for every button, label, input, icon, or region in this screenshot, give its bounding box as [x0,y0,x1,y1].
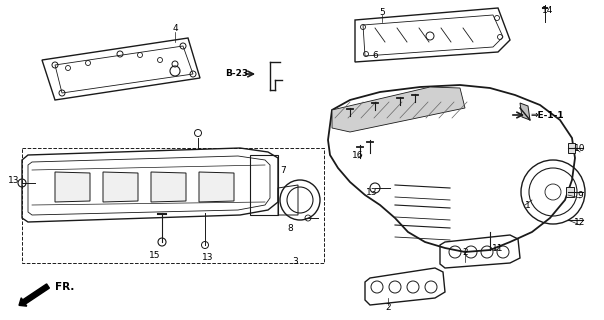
Text: 6: 6 [372,51,378,60]
Bar [22,148,324,263]
Text: 1: 1 [525,201,531,210]
Polygon shape [566,187,574,197]
Text: 10: 10 [574,143,586,153]
Polygon shape [55,172,90,202]
Text: 13: 13 [8,175,20,185]
Polygon shape [103,172,138,202]
Text: ⇒E-1-1: ⇒E-1-1 [530,110,564,119]
Text: 12: 12 [574,218,586,227]
Text: 7: 7 [280,165,286,174]
Polygon shape [199,172,234,202]
Polygon shape [520,103,530,120]
Text: 2: 2 [385,303,391,313]
Polygon shape [332,87,465,132]
Text: 13: 13 [202,252,214,261]
Text: FR.: FR. [55,282,74,292]
Polygon shape [151,172,186,202]
Polygon shape [568,143,575,153]
Text: 3: 3 [292,258,298,267]
Text: B-23: B-23 [225,68,248,77]
Text: 16: 16 [352,150,364,159]
Text: 15: 15 [149,251,161,260]
Text: 13: 13 [366,188,378,196]
Text: 9: 9 [577,190,583,199]
Text: 14: 14 [542,5,554,14]
Text: 5: 5 [379,7,385,17]
Text: 8: 8 [287,223,293,233]
Text: 2: 2 [462,247,468,257]
Text: 11: 11 [492,244,504,252]
FancyArrow shape [19,284,50,306]
Text: 4: 4 [172,23,178,33]
